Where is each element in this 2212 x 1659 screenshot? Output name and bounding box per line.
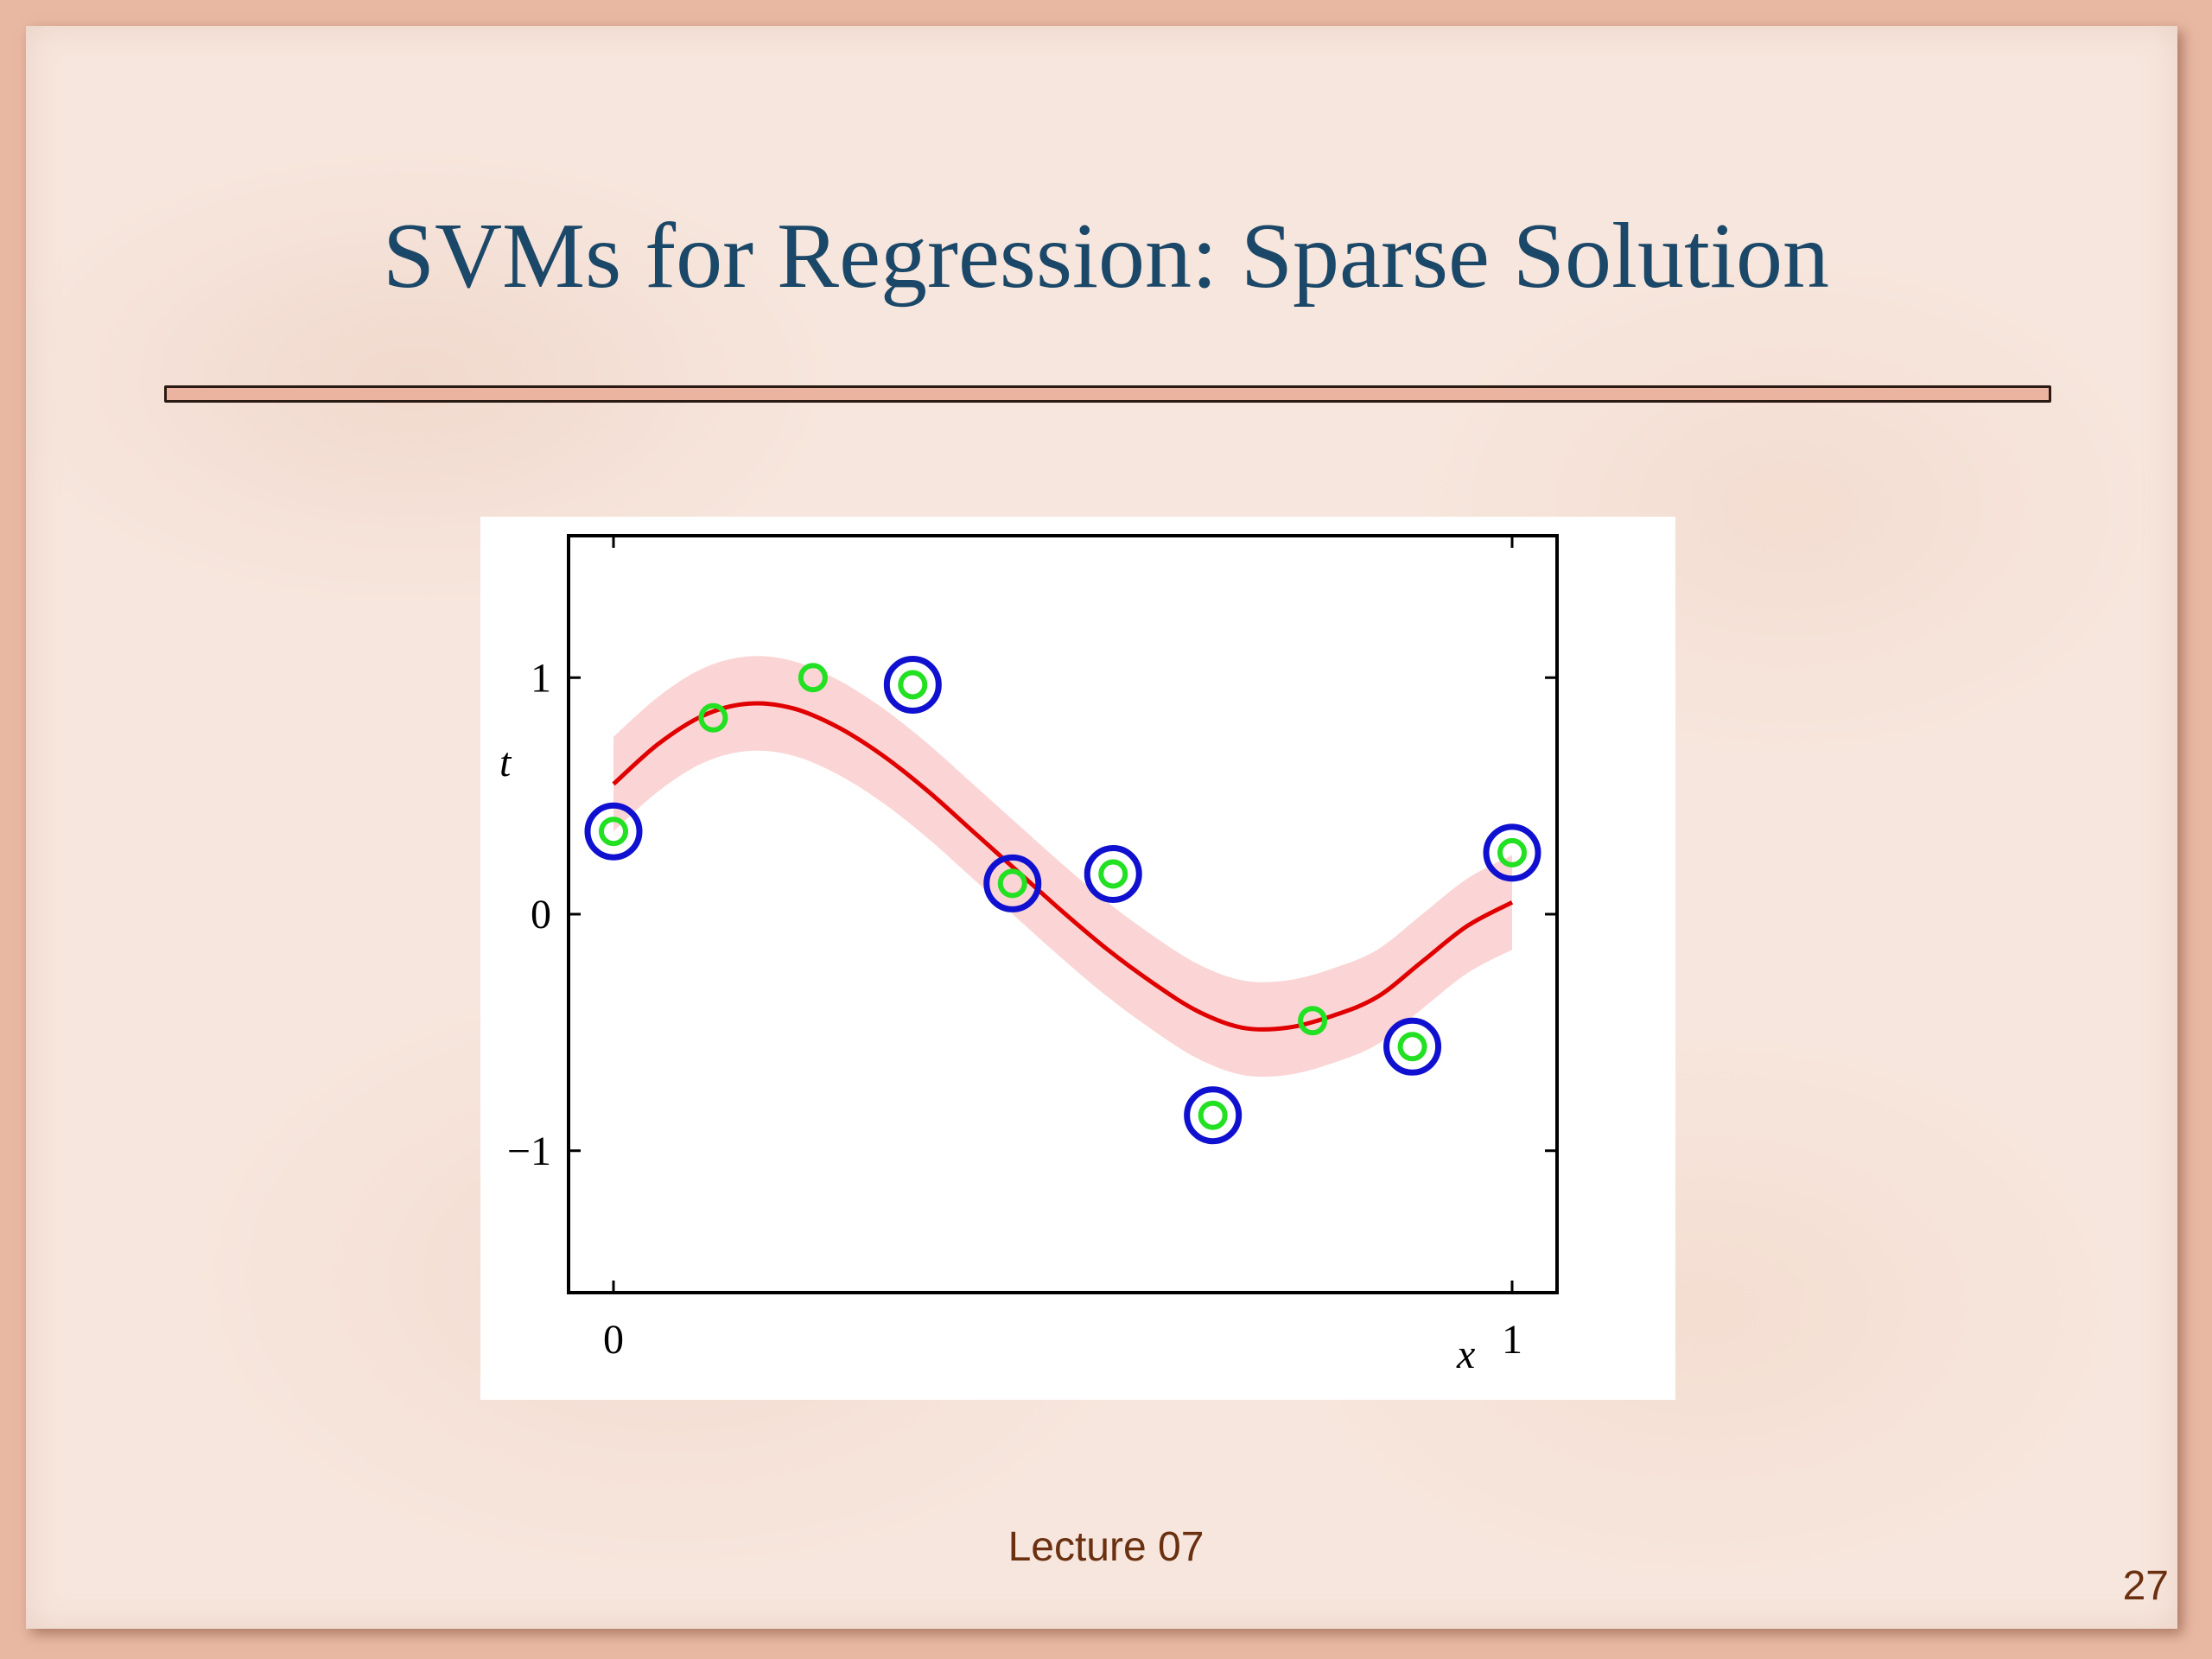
y-tick-label: 0 — [531, 892, 551, 938]
support-vector-ring — [584, 802, 643, 861]
chart-svg: 0 1 1 0 −1 t x — [499, 534, 1559, 1377]
data-point — [1298, 1006, 1328, 1036]
y-tick-label: −1 — [507, 1128, 551, 1174]
support-vector-ring — [1084, 844, 1142, 903]
data-point — [798, 663, 828, 693]
data-point — [898, 670, 928, 700]
y-tick-label: 1 — [531, 655, 551, 701]
footer-lecture: Lecture 07 — [1007, 1524, 1205, 1570]
data-point — [1098, 859, 1128, 889]
x-tick-label: 1 — [1502, 1317, 1522, 1363]
data-point — [599, 817, 628, 847]
data-point — [1497, 837, 1527, 868]
title-divider — [164, 385, 2051, 403]
support-vector-ring — [883, 655, 942, 714]
epsilon-tube-layer — [613, 656, 1512, 1077]
data-point — [1198, 1100, 1228, 1130]
regression-curve — [612, 701, 1514, 1032]
data-point — [1397, 1032, 1427, 1062]
regression-curve-layer — [612, 701, 1514, 1032]
epsilon-tube — [613, 656, 1512, 1077]
page-number: 27 — [2122, 1563, 2169, 1609]
ticks-layer: 0 1 1 0 −1 — [507, 536, 1557, 1363]
x-axis-label: x — [1456, 1332, 1475, 1377]
slide-title: SVMs for Regression: Sparse Solution — [383, 205, 1829, 308]
y-axis-label: t — [499, 740, 512, 785]
data-point — [997, 868, 1027, 899]
support-vector-ring — [983, 854, 1042, 912]
points-layer — [584, 655, 1541, 1145]
chart-panel: 0 1 1 0 −1 t x — [480, 517, 1675, 1400]
support-vector-ring — [1184, 1086, 1243, 1145]
support-vector-ring — [1483, 823, 1541, 882]
x-tick-label: 0 — [603, 1317, 624, 1363]
data-point — [698, 702, 728, 733]
support-vector-ring — [1383, 1017, 1442, 1076]
